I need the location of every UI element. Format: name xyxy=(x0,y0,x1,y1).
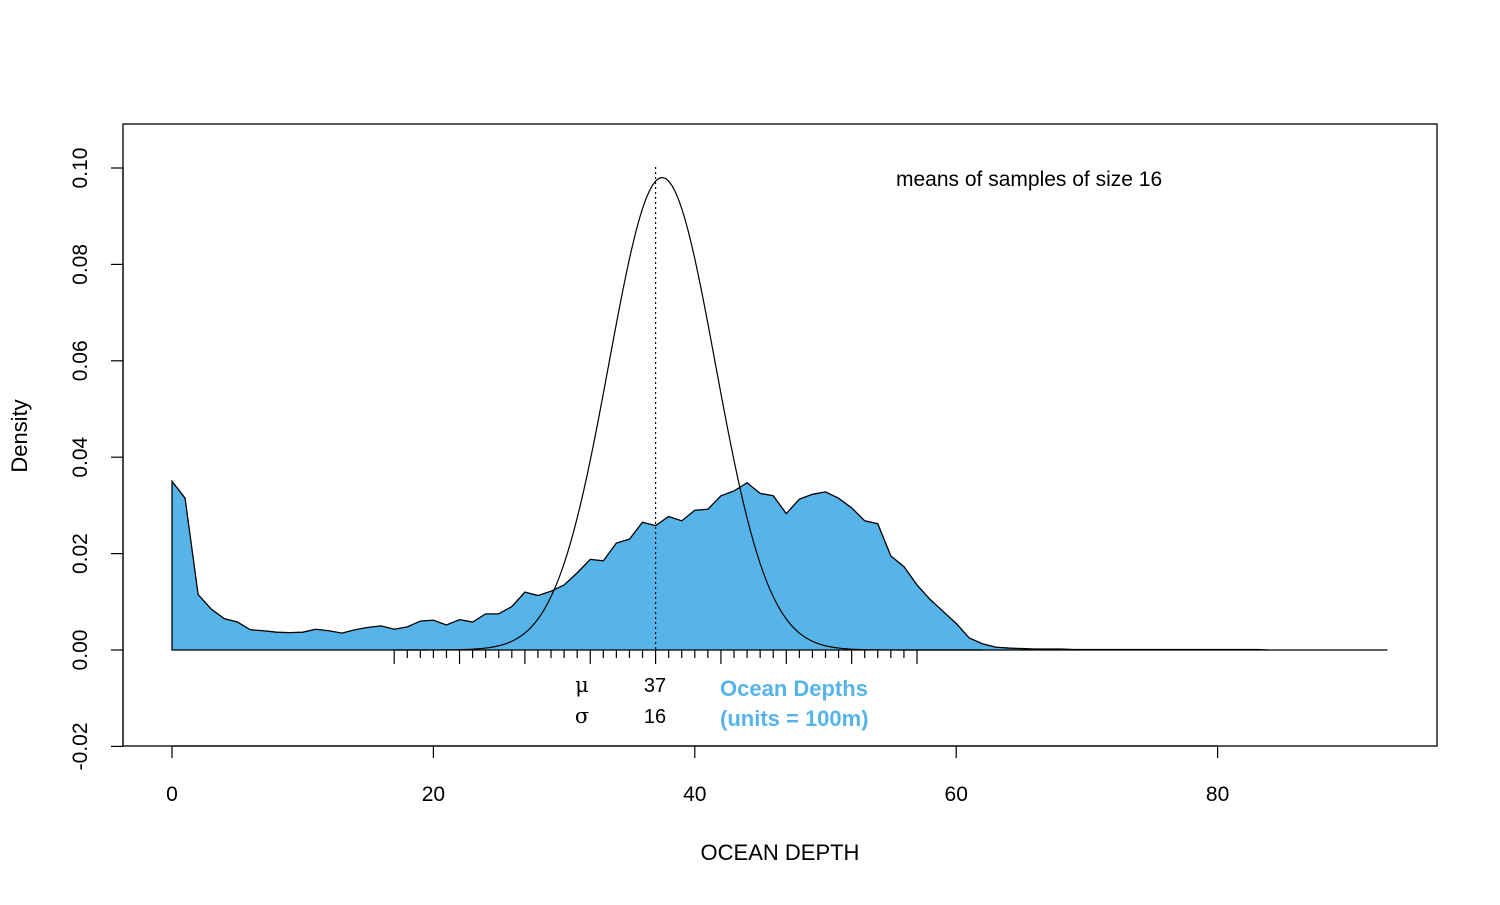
sigma-symbol: σ xyxy=(575,704,589,728)
y-tick-label: 0.06 xyxy=(69,340,92,381)
legend-units: (units = 100m) xyxy=(720,706,869,731)
x-tick-label: 40 xyxy=(683,783,706,806)
normal-curve xyxy=(394,176,983,651)
x-axis-label: OCEAN DEPTH xyxy=(701,840,860,865)
annotation-text: means of samples of size 16 xyxy=(896,168,1162,191)
x-tick-label: 80 xyxy=(1206,783,1229,806)
axes-layer: 0 20 40 60 80 -0.02 0.00 0.02 0.04 0.06 0.08 0.10 xyxy=(69,148,1229,806)
mu-symbol: μ xyxy=(575,673,589,697)
y-axis-label: Density xyxy=(7,399,32,472)
x-tick-label: 60 xyxy=(945,783,968,806)
y-tick-label: 0.00 xyxy=(69,630,92,671)
density-area xyxy=(171,479,1388,651)
mu-value: 37 xyxy=(644,675,666,697)
rug-layer xyxy=(393,650,918,664)
y-tick-label: 0.08 xyxy=(69,244,92,285)
y-tick-label: 0.02 xyxy=(69,533,92,574)
legend-title: Ocean Depths xyxy=(720,676,868,701)
curve-layer xyxy=(394,167,983,651)
area-layer xyxy=(171,479,1388,651)
x-tick-label: 0 xyxy=(166,783,178,806)
y-tick-label: -0.02 xyxy=(69,722,92,770)
y-tick-label: 0.04 xyxy=(69,436,92,477)
plot-frame xyxy=(122,123,1438,747)
sigma-value: 16 xyxy=(644,706,666,728)
x-tick-label: 20 xyxy=(422,783,445,806)
y-tick-label: 0.10 xyxy=(69,148,92,189)
